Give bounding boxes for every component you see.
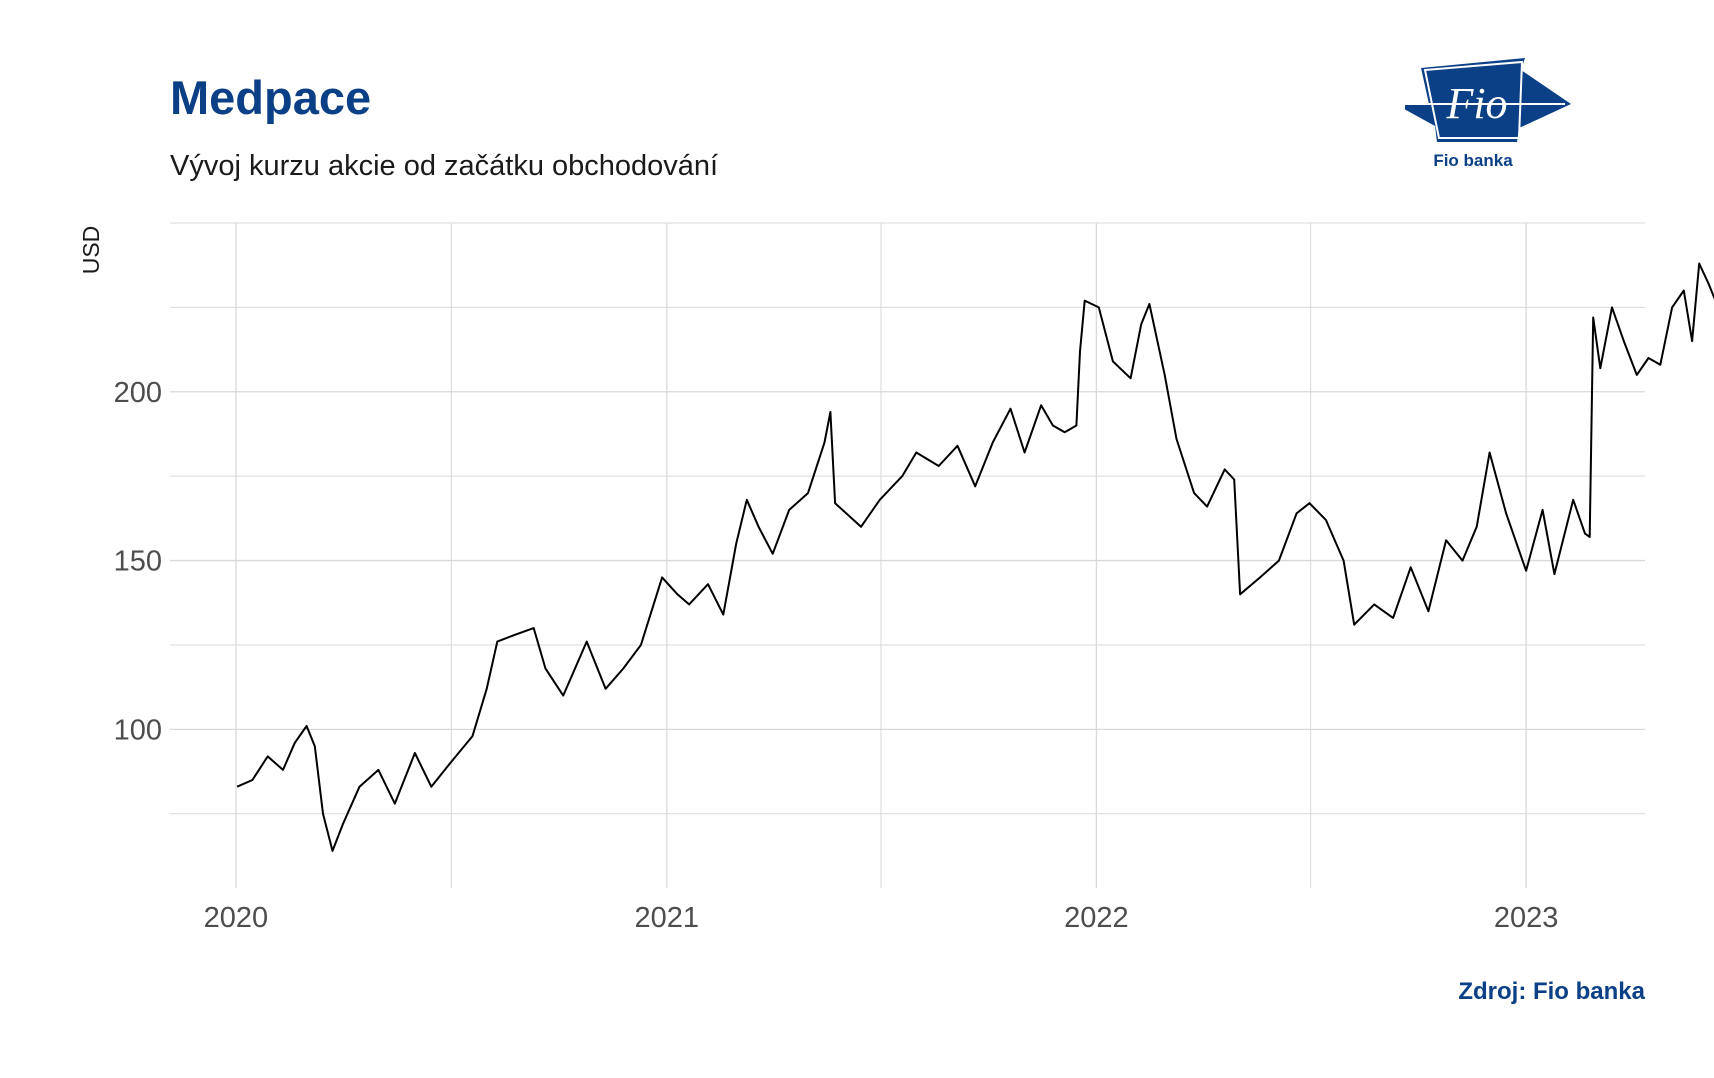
chart-title: Medpace: [170, 71, 372, 124]
x-tick-label: 2021: [635, 902, 700, 934]
source-note: Zdroj: Fio banka: [1458, 978, 1645, 1005]
price-series-line: [236, 262, 1714, 852]
logo-mark-text: Fio: [1445, 79, 1507, 128]
y-tick-label: 150: [114, 546, 162, 578]
x-tick-label: 2023: [1494, 902, 1559, 934]
x-tick-label: 2022: [1064, 902, 1129, 934]
y-tick-label: 100: [114, 714, 162, 746]
logo-mark-shape: [1405, 58, 1571, 142]
logo-mark-outline: [1423, 60, 1524, 139]
y-axis-title: USD: [78, 226, 104, 275]
logo-caption: Fio banka: [1433, 151, 1513, 170]
grid-lines: [170, 222, 1645, 888]
chart-subtitle: Vývoj kurzu akcie od začátku obchodování: [170, 150, 719, 182]
fio-banka-logo: Fio Fio banka: [1405, 58, 1571, 170]
x-tick-label: 2020: [204, 902, 269, 934]
y-axis-ticks: 100 150 200: [114, 377, 162, 747]
x-axis-ticks: 2020 2021 2022 2023: [204, 902, 1559, 934]
y-tick-label: 200: [114, 377, 162, 409]
